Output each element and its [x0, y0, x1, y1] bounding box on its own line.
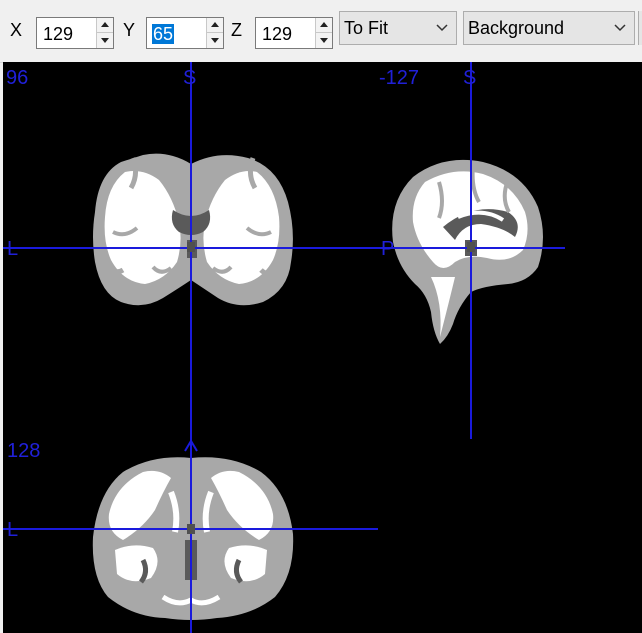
arrow-down-icon	[211, 38, 219, 43]
sagittal-posterior-marker: P	[381, 238, 395, 260]
axial-cursor-marker	[187, 524, 195, 534]
z-increment-button[interactable]	[316, 18, 332, 33]
coronal-left-marker: L	[7, 238, 19, 260]
chevron-down-icon	[436, 24, 448, 32]
coronal-brain-slice[interactable]	[93, 153, 293, 306]
image-viewer[interactable]: 96 S L -127 S P 128 L	[3, 62, 642, 633]
x-value[interactable]: 129	[43, 24, 74, 44]
x-label: X	[10, 20, 23, 40]
z-decrement-button[interactable]	[316, 33, 332, 48]
arrow-up-icon	[211, 22, 219, 27]
toolbar-overflow-edge	[638, 11, 642, 45]
arrow-up-icon	[101, 22, 109, 27]
arrow-up-icon	[320, 22, 328, 27]
x-increment-button[interactable]	[97, 18, 113, 33]
coronal-cursor-marker	[187, 242, 195, 252]
sagittal-cursor-marker	[467, 242, 475, 252]
chevron-down-icon	[614, 24, 626, 32]
z-spinbox[interactable]: 129	[255, 17, 333, 49]
z-label: Z	[231, 20, 242, 40]
x-spin-arrows[interactable]	[96, 18, 113, 48]
coronal-superior-marker: S	[183, 67, 197, 89]
sagittal-slice-number: -127	[379, 67, 420, 89]
arrow-down-icon	[320, 38, 328, 43]
toolbar: X 129 Y 65 Z 129 To Fit Background	[0, 0, 642, 63]
z-value[interactable]: 129	[262, 24, 293, 44]
coronal-slice-number: 96	[6, 67, 29, 89]
axial-left-marker: L	[7, 519, 19, 541]
layer-select-value: Background	[468, 18, 565, 38]
axial-slice-number: 128	[7, 440, 41, 462]
y-increment-button[interactable]	[207, 18, 223, 33]
z-spin-arrows[interactable]	[315, 18, 332, 48]
y-decrement-button[interactable]	[207, 33, 223, 48]
y-spinbox[interactable]: 65	[146, 17, 224, 49]
zoom-select[interactable]: To Fit	[339, 11, 457, 45]
layer-select[interactable]: Background	[463, 11, 635, 45]
axial-anterior-arrow-icon	[184, 439, 198, 452]
sagittal-superior-marker: S	[463, 67, 477, 89]
x-decrement-button[interactable]	[97, 33, 113, 48]
axial-brain-slice[interactable]	[92, 457, 294, 620]
y-label: Y	[123, 20, 136, 40]
x-spinbox[interactable]: 129	[36, 17, 114, 49]
slice-canvas[interactable]	[3, 62, 642, 633]
arrow-down-icon	[101, 38, 109, 43]
y-spin-arrows[interactable]	[206, 18, 223, 48]
y-value[interactable]: 65	[152, 24, 175, 44]
zoom-select-value: To Fit	[344, 18, 389, 38]
